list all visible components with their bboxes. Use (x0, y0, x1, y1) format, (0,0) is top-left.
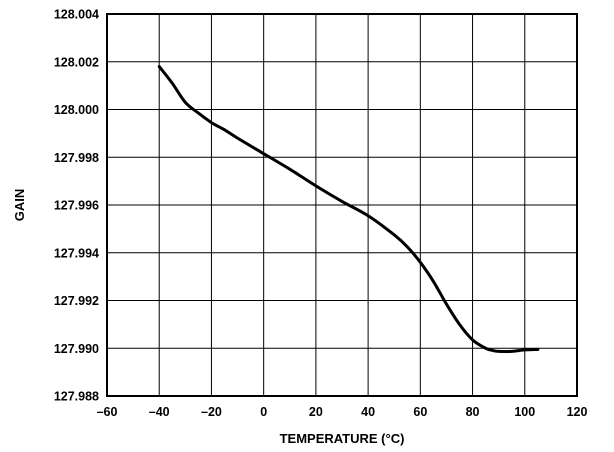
x-tick-label: –40 (149, 405, 170, 419)
plot-frame (106, 13, 578, 397)
y-tick-label: 127.990 (54, 342, 99, 356)
x-tick-label: 80 (466, 405, 480, 419)
x-tick-label: –60 (97, 405, 118, 419)
y-tick-label: 127.992 (54, 294, 99, 308)
y-axis-title: GAIN (12, 189, 27, 222)
y-tick-label: 128.000 (54, 103, 99, 117)
x-tick-label: 100 (514, 405, 535, 419)
x-tick-label: 120 (567, 405, 588, 419)
y-tick-label: 127.988 (54, 390, 99, 404)
y-tick-label: 128.004 (54, 8, 99, 22)
x-tick-label: 60 (413, 405, 427, 419)
x-tick-label: –20 (201, 405, 222, 419)
y-tick-label: 127.996 (54, 199, 99, 213)
x-axis-title: TEMPERATURE (°C) (280, 431, 405, 446)
x-tick-label: 40 (361, 405, 375, 419)
gain-series-line (157, 65, 540, 353)
x-tick-labels: –60 –40 –20 0 20 40 60 80 100 120 (97, 405, 588, 419)
series-layer (157, 65, 540, 353)
grid (106, 13, 578, 397)
x-tick-label: 20 (309, 405, 323, 419)
y-tick-labels: 127.988 127.990 127.992 127.994 127.996 127.9… (54, 8, 99, 404)
x-tick-label: 0 (260, 405, 267, 419)
y-tick-label: 127.998 (54, 151, 99, 165)
y-tick-label: 128.002 (54, 55, 99, 69)
y-tick-label: 127.994 (54, 246, 99, 260)
